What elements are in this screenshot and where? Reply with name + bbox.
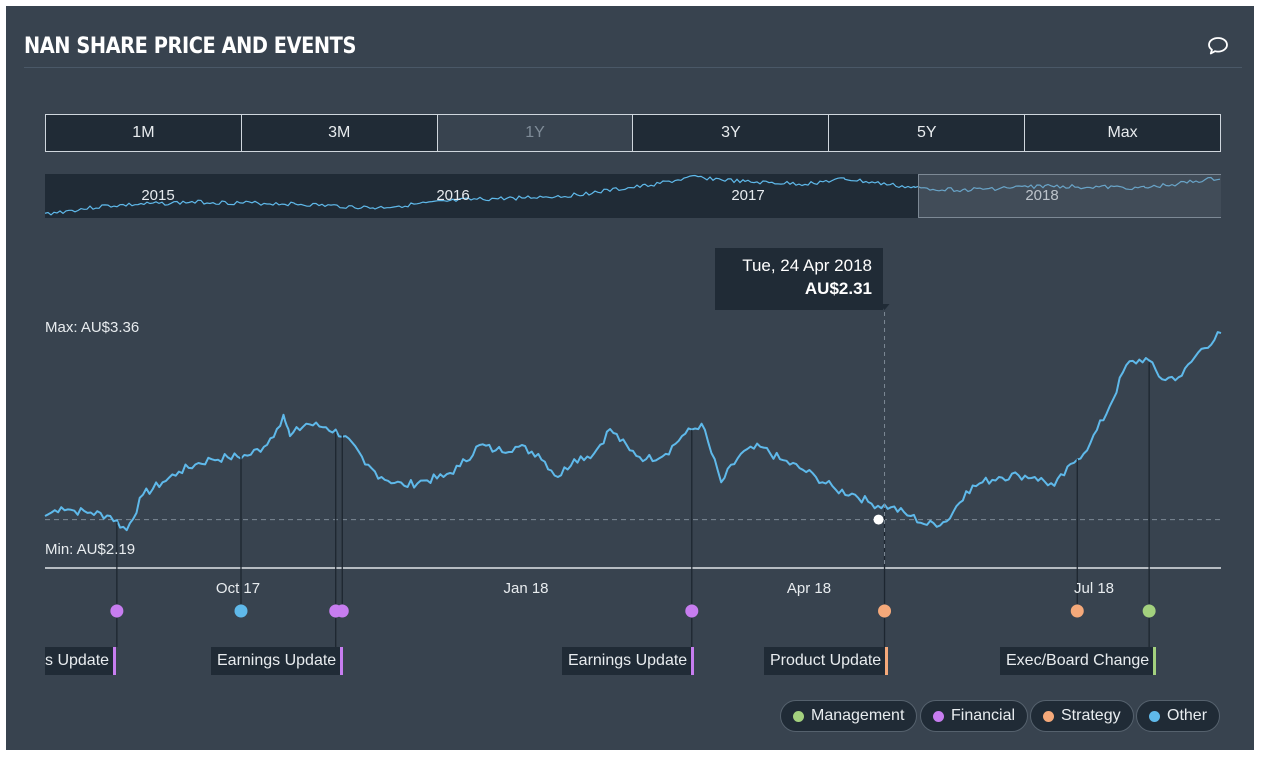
event-label-earnings-update-3[interactable]: Earnings Update — [562, 647, 695, 675]
tooltip-value: AU$2.31 — [804, 279, 872, 298]
price-chart — [44, 304, 1222, 647]
event-marker-3 — [335, 604, 349, 618]
tooltip-date: Tue, 24 Apr 2018 — [742, 256, 872, 275]
navigator-year-2016: 2016 — [436, 187, 470, 204]
range-3m-button[interactable]: 3M — [241, 115, 438, 151]
price-line — [44, 331, 1222, 532]
navigator-sparkline — [45, 174, 1221, 216]
tooltip-point — [873, 514, 884, 525]
range-1y-button[interactable]: 1Y — [437, 115, 634, 151]
navigator-year-2018: 2018 — [1025, 187, 1059, 204]
event-label-product-update[interactable]: Product Update — [764, 647, 889, 675]
max-price-label: Max: AU$3.36 — [45, 319, 140, 336]
time-range-selector: 1M 3M 1Y 3Y 5Y Max — [45, 114, 1221, 152]
min-price-label: Min: AU$2.19 — [45, 541, 136, 558]
title-divider — [24, 67, 1242, 68]
speech-bubble-icon[interactable] — [1206, 34, 1230, 58]
event-marker-6 — [1070, 604, 1084, 618]
range-5y-button[interactable]: 5Y — [829, 115, 1026, 151]
range-1m-button[interactable]: 1M — [46, 115, 242, 151]
legend-other[interactable]: Other — [1136, 700, 1221, 732]
x-tick-oct-17: Oct 17 — [215, 580, 261, 597]
range-3y-button[interactable]: 3Y — [633, 115, 830, 151]
navigator-selection-window[interactable] — [918, 174, 1221, 218]
x-tick-jul-18: Jul 18 — [1073, 580, 1115, 597]
legend-label-management: Management — [811, 707, 905, 724]
legend-dot-strategy — [1043, 710, 1054, 722]
timeline-navigator[interactable]: 2015 2016 2017 2018 — [45, 174, 1221, 218]
chart-panel: NAN SHARE PRICE AND EVENTS 1M 3M 1Y 3Y 5… — [6, 6, 1254, 750]
legend-financial[interactable]: Financial — [920, 700, 1029, 732]
navigator-year-2015: 2015 — [141, 187, 175, 204]
event-marker-4 — [685, 604, 699, 618]
legend-dot-other — [1149, 710, 1160, 722]
legend-dot-financial — [933, 710, 944, 722]
price-tooltip: Tue, 24 Apr 2018 AU$2.31 — [715, 248, 883, 310]
page-title: NAN SHARE PRICE AND EVENTS — [24, 34, 356, 59]
event-label-earnings-update-2[interactable]: Earnings Update — [211, 647, 344, 675]
event-marker-0 — [110, 604, 124, 618]
event-marker-7 — [1142, 604, 1156, 618]
legend-label-strategy: Strategy — [1061, 707, 1121, 724]
range-max-button[interactable]: Max — [1025, 115, 1220, 151]
x-tick-apr-18: Apr 18 — [786, 580, 832, 597]
navigator-year-2017: 2017 — [731, 187, 765, 204]
legend-label-financial: Financial — [951, 707, 1016, 724]
event-label-exec-board-change[interactable]: Exec/Board Change — [1000, 647, 1157, 675]
event-marker-5 — [878, 604, 892, 618]
x-tick-jan-18: Jan 18 — [503, 580, 549, 597]
event-marker-1 — [234, 604, 248, 618]
legend-strategy[interactable]: Strategy — [1030, 700, 1134, 732]
legend-label-other: Other — [1167, 707, 1208, 724]
legend-dot-management — [793, 710, 804, 722]
event-label-earnings-update-1[interactable]: s Update — [45, 647, 117, 675]
legend-management[interactable]: Management — [780, 700, 918, 732]
